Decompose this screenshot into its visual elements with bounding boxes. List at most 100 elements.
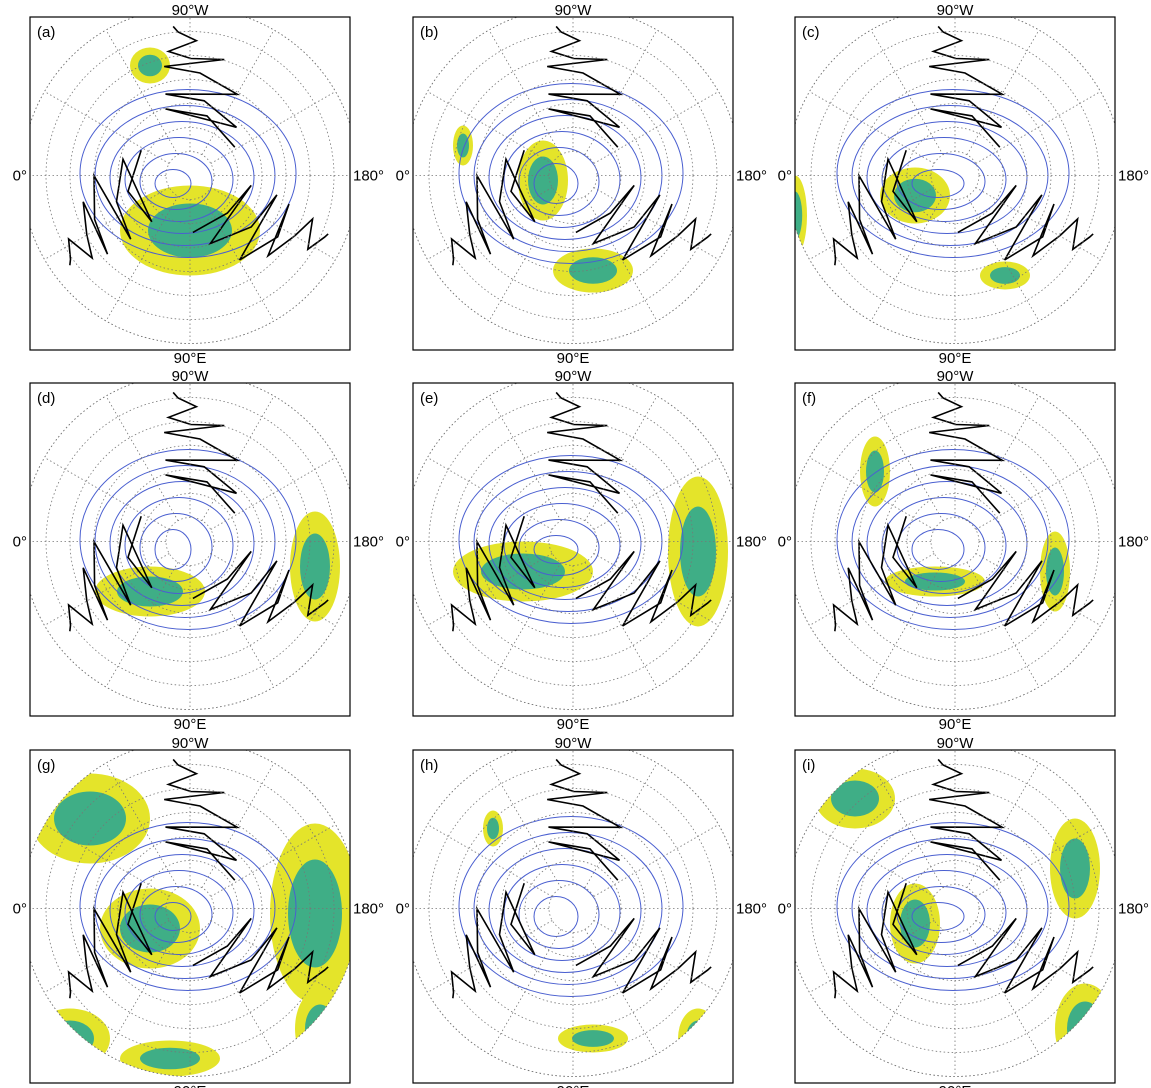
latitude-circle [525,861,621,957]
panel-label: (e) [420,390,438,407]
meridian [976,921,1101,993]
meridian [202,562,274,687]
green-shading [686,1021,710,1057]
left-longitude-label: 0° [778,901,792,918]
contour [519,881,599,949]
meridian [976,188,1101,260]
panel-label: (c) [802,24,820,41]
map-content [0,6,328,276]
panel-label: (a) [37,24,55,41]
right-longitude-label: 180° [736,168,767,185]
top-longitude-label: 90°W [172,2,210,19]
meridian [202,763,274,888]
right-longitude-label: 180° [353,534,384,551]
map-panel [405,8,741,344]
panel-label: (i) [802,757,815,774]
meridian [211,92,336,164]
top-longitude-label: 90°W [172,735,210,752]
left-longitude-label: 0° [778,534,792,551]
panel-label: (d) [37,390,55,407]
meridian [106,396,178,521]
map-content [10,380,340,632]
map-panel [10,374,358,710]
yellow-shading [678,1009,718,1069]
meridian [202,396,274,521]
top-longitude-label: 90°W [937,368,975,385]
left-longitude-label: 0° [13,534,27,551]
map-content [30,759,360,1076]
top-longitude-label: 90°W [172,368,210,385]
meridian [810,92,935,164]
map-panel [405,741,741,1077]
map-panel [403,374,741,710]
map-content [403,392,728,631]
map-panel [783,8,1123,344]
panel-label: (b) [420,24,438,41]
green-shading [572,1030,614,1047]
green-shading [138,55,162,77]
bottom-longitude-label: 90°E [174,716,207,733]
meridian [45,458,170,530]
map-content [815,759,1115,1073]
meridian [106,30,178,155]
green-shading [305,1005,335,1053]
right-longitude-label: 180° [353,901,384,918]
contour [155,530,191,570]
meridian [428,458,553,530]
meridian [871,30,943,155]
figure: (a)90°W90°E0°180°(b)90°W90°E0°180°(c)90°… [0,0,1151,1088]
latitude-circle [501,837,645,981]
latitude-circle [477,446,669,638]
meridian [489,396,561,521]
meridian [489,30,561,155]
right-longitude-label: 180° [353,168,384,185]
right-longitude-label: 180° [736,901,767,918]
green-shading [140,1048,200,1070]
top-longitude-label: 90°W [555,735,593,752]
meridian [594,825,719,897]
panel-label: (h) [420,757,438,774]
right-longitude-label: 180° [1118,168,1149,185]
green-shading [46,1021,94,1057]
bottom-longitude-label: 90°E [557,1083,590,1088]
map-panel [22,741,360,1077]
green-shading [831,781,879,817]
panel-label: (f) [802,390,816,407]
panel-label: (g) [37,757,55,774]
yellow-shading [1055,984,1115,1074]
top-longitude-label: 90°W [555,368,593,385]
left-longitude-label: 0° [13,168,27,185]
top-longitude-label: 90°W [937,735,975,752]
meridian [202,30,274,155]
map-content [783,26,1093,289]
meridian [967,763,1039,888]
latitude-circle [931,885,979,933]
map-content [452,759,718,1068]
bottom-longitude-label: 90°E [174,350,207,367]
map-panel [0,6,358,344]
meridian [976,554,1101,626]
bottom-longitude-label: 90°E [939,1083,972,1088]
map-panel [787,741,1123,1077]
left-longitude-label: 0° [396,168,410,185]
top-longitude-label: 90°W [555,2,593,19]
green-shading [894,179,936,213]
coastline [834,26,1094,265]
green-shading [866,451,884,493]
meridian [594,921,719,993]
green-shading [1067,1002,1103,1056]
bottom-longitude-label: 90°E [174,1083,207,1088]
green-shading [990,267,1020,284]
top-longitude-label: 90°W [937,2,975,19]
contour [534,897,578,937]
latitude-circle [931,518,979,566]
yellow-shading [0,6,30,86]
green-shading [54,792,126,846]
meridian [976,92,1101,164]
left-longitude-label: 0° [396,534,410,551]
right-longitude-label: 180° [1118,534,1149,551]
contour [459,84,683,264]
right-longitude-label: 180° [1118,901,1149,918]
map-content [834,392,1094,631]
latitude-circle [477,80,669,272]
